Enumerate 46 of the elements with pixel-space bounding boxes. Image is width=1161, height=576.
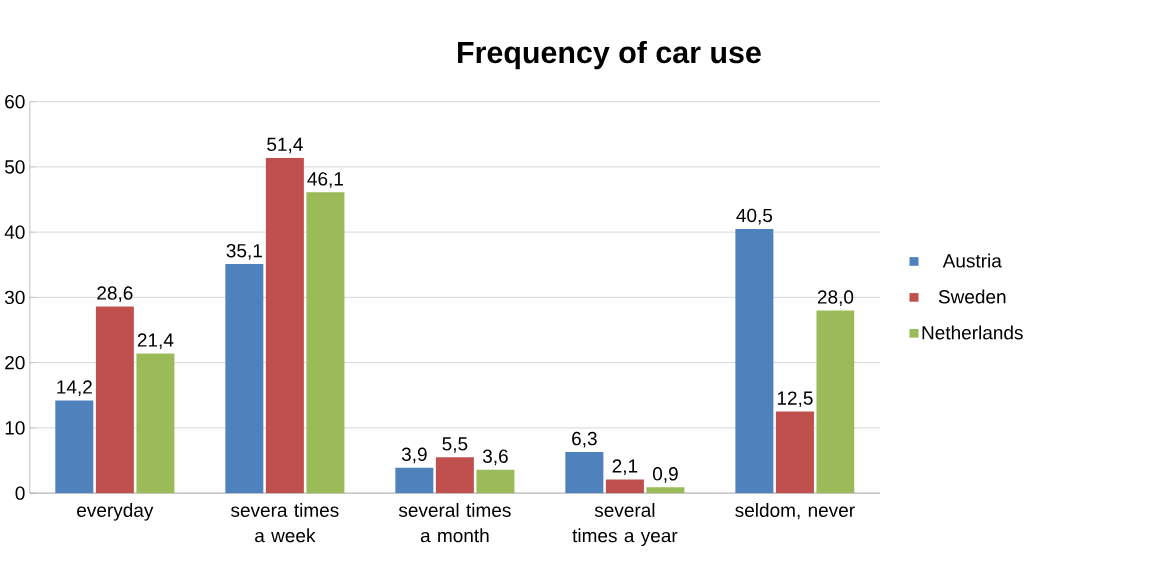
bar [395, 467, 434, 494]
data-label: 35,1 [226, 244, 262, 260]
y-tick-label: 30 [4, 290, 25, 305]
bar [565, 452, 604, 494]
data-label: 40,5 [736, 208, 773, 225]
bar [476, 469, 515, 494]
chart-title: Frequency of car use [458, 41, 761, 70]
bar [225, 264, 264, 494]
data-label: 3,9 [401, 447, 427, 464]
bar [306, 192, 345, 494]
x-tick-label: everyday [77, 503, 154, 521]
legend-label: Netherlands [922, 325, 1023, 340]
x-tick-label: several times a month [398, 503, 511, 543]
bar [646, 487, 685, 494]
bar [265, 157, 304, 494]
bar [816, 310, 855, 494]
y-tick-label: 20 [5, 356, 25, 370]
bar [605, 479, 644, 494]
y-tick-label: 0 [15, 486, 25, 500]
x-tick-label: several times a year [572, 503, 678, 547]
data-label: 6,3 [572, 431, 597, 448]
bar [775, 411, 814, 494]
data-label: 28,6 [97, 286, 133, 303]
bar [136, 353, 175, 494]
bar [735, 228, 774, 494]
y-tick-label: 10 [5, 421, 25, 435]
bar [435, 457, 474, 494]
x-tick-label: seldom, never [735, 503, 855, 520]
data-label: 21,4 [137, 333, 174, 350]
data-label: 46,1 [307, 172, 343, 188]
legend-label: Austria [942, 253, 1002, 268]
data-label: 2,1 [612, 459, 638, 476]
bar [95, 306, 134, 494]
y-tick-label: 40 [4, 225, 25, 239]
data-label: 3,6 [482, 449, 508, 466]
data-label: 0,9 [652, 467, 678, 483]
legend-label: Sweden [938, 289, 1006, 304]
bar [55, 400, 94, 494]
data-label: 14,2 [57, 380, 92, 397]
data-label: 28,0 [817, 290, 854, 307]
data-label: 12,5 [777, 391, 813, 408]
y-tick-label: 50 [4, 160, 25, 174]
data-label: 51,4 [267, 137, 303, 154]
data-label: 5,5 [442, 437, 468, 453]
y-tick-label: 60 [5, 95, 25, 109]
x-tick-label: severa times a week [231, 503, 339, 543]
